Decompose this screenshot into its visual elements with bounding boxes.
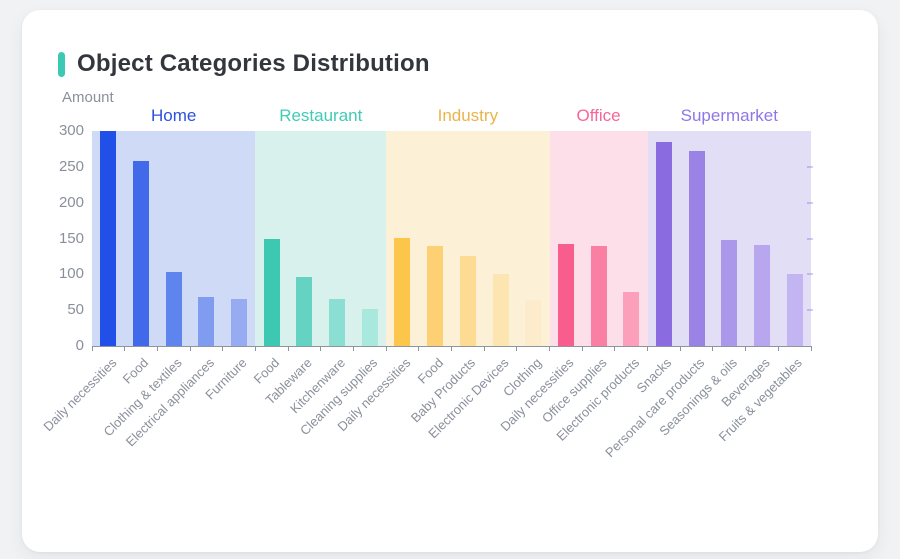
bar-home-clothing-textiles[interactable]	[165, 272, 182, 346]
category-slot: Clothing & textiles	[100, 131, 191, 439]
category-slot: Snacks	[634, 131, 681, 396]
x-axis-tick	[451, 346, 453, 351]
x-axis-tick	[614, 346, 616, 351]
bar-home-furniture[interactable]	[231, 299, 248, 346]
category-slot: Food	[251, 131, 289, 387]
x-axis-tick	[418, 346, 420, 351]
chart-title: Object Categories Distribution	[77, 50, 430, 77]
category-slot: Cleaning supplies	[297, 131, 387, 438]
plot-area: Daily necessities Food Clothing & textiles…	[40, 131, 813, 460]
x-axis-tick	[777, 346, 779, 351]
chart-card: Object Categories Distribution Amount 0 5…	[22, 10, 878, 552]
x-axis-tick	[810, 346, 812, 351]
category-slot: Tableware	[263, 131, 322, 408]
x-axis-tick	[124, 346, 126, 351]
bar-industry-food[interactable]	[427, 246, 444, 346]
category-slot: Seasonings & oils	[656, 131, 747, 439]
category-slot: Personal care products	[602, 131, 714, 460]
x-axis-tick	[483, 346, 485, 351]
category-slot: Food	[414, 131, 453, 387]
x-axis-tick	[189, 346, 191, 351]
group-label-restaurant: Restaurant	[279, 106, 363, 125]
bar-office-daily-necessities[interactable]	[557, 243, 574, 346]
bar-office-office-supplies[interactable]	[590, 246, 607, 346]
category-slot: Clothing	[500, 131, 551, 399]
group-label-home: Home	[151, 106, 197, 125]
y-axis-tick-label: 100	[58, 265, 84, 283]
category-band-restaurant: Food Tableware Kitchenware Cleaning supplie…	[251, 131, 387, 438]
y-axis-tick-label: 150	[58, 229, 84, 247]
y-axis: 0 50 100 150 200 250 300	[22, 122, 84, 354]
x-axis-tick	[712, 346, 714, 351]
x-axis-tick	[745, 346, 747, 351]
category-slot: Daily necessities	[334, 131, 420, 434]
y-axis-title: Amount	[62, 89, 114, 106]
category-band-industry: Daily necessities Food Baby Products Electr…	[334, 131, 551, 441]
category-slot: Beverages	[718, 131, 779, 410]
x-axis-tick	[516, 346, 518, 351]
group-labels-row: Home Restaurant Industry Office Supermarket	[92, 103, 811, 129]
category-slot: Daily necessities	[497, 131, 583, 434]
bar-industry-clothing[interactable]	[525, 300, 542, 346]
bar-supermarket-seasonings-oils[interactable]	[721, 239, 738, 346]
category-slot: Kitchenware	[287, 131, 354, 416]
category-slot: Baby Products	[408, 131, 485, 425]
x-axis-tick	[352, 346, 354, 351]
bar-industry-baby-products[interactable]	[459, 255, 476, 346]
bar-restaurant-cleaning-supplies[interactable]	[361, 309, 378, 346]
bar-industry-electronic-devices[interactable]	[492, 274, 509, 346]
bar-industry-daily-necessities[interactable]	[394, 237, 411, 346]
x-axis-tick	[254, 346, 256, 351]
category-slot: Electronic products	[553, 131, 649, 444]
y-axis-tick-label: 200	[58, 193, 84, 211]
bar-supermarket-fruits-vegetables[interactable]	[786, 273, 803, 346]
bar-home-food[interactable]	[133, 161, 150, 346]
bar-office-electronic-products[interactable]	[623, 291, 640, 346]
bar-supermarket-personal-care-products[interactable]	[688, 151, 705, 346]
category-slot: Electronic Devices	[425, 131, 518, 441]
bar-supermarket-snacks[interactable]	[655, 141, 672, 346]
bar-home-electrical-appliances[interactable]	[198, 296, 215, 346]
bar-home-daily-necessities[interactable]	[100, 131, 117, 346]
y-axis-tick-label: 50	[67, 301, 84, 319]
x-axis-tick	[549, 346, 551, 351]
category-slot: Office supplies	[538, 131, 616, 426]
category-slot: Fruits & vegetables	[716, 131, 812, 444]
category-band-office: Daily necessities Office supplies Electron…	[497, 131, 649, 444]
right-axis-tick	[807, 273, 813, 276]
y-axis-tick-label: 250	[58, 157, 84, 175]
x-axis-tick	[287, 346, 289, 351]
x-axis-tick	[679, 346, 681, 351]
right-axis-tick	[807, 201, 813, 204]
x-axis-tick	[156, 346, 158, 351]
bar-restaurant-tableware[interactable]	[296, 276, 313, 346]
bar-supermarket-beverages[interactable]	[754, 245, 770, 346]
bar-restaurant-kitchenware[interactable]	[329, 298, 346, 346]
x-axis-tick	[92, 346, 93, 351]
bar-restaurant-food[interactable]	[263, 239, 280, 346]
right-axis-tick	[807, 237, 813, 240]
x-axis-tick	[320, 346, 322, 351]
group-label-office: Office	[576, 106, 621, 125]
right-axis-tick	[807, 309, 813, 312]
x-axis-tick	[647, 346, 649, 351]
category-slot: Daily necessities	[40, 131, 126, 434]
title-accent-bar	[58, 51, 65, 77]
y-axis-tick-label: 0	[75, 337, 84, 354]
right-axis-tick	[807, 165, 813, 168]
category-slot: Electrical appliances	[123, 131, 224, 449]
x-axis-tick	[581, 346, 583, 351]
y-axis-tick-label: 300	[58, 122, 84, 139]
x-axis-tick	[385, 346, 387, 351]
x-axis-tick	[222, 346, 224, 351]
category-slot: Food	[120, 131, 158, 387]
category-slot: Furniture	[202, 131, 256, 402]
group-label-supermarket: Supermarket	[680, 106, 778, 125]
chart-header: Object Categories Distribution	[58, 50, 430, 78]
category-band-home: Daily necessities Food Clothing & textiles…	[40, 131, 256, 449]
category-band-supermarket: Snacks Personal care products Seasonings &…	[602, 131, 812, 460]
group-label-industry: Industry	[437, 106, 499, 125]
